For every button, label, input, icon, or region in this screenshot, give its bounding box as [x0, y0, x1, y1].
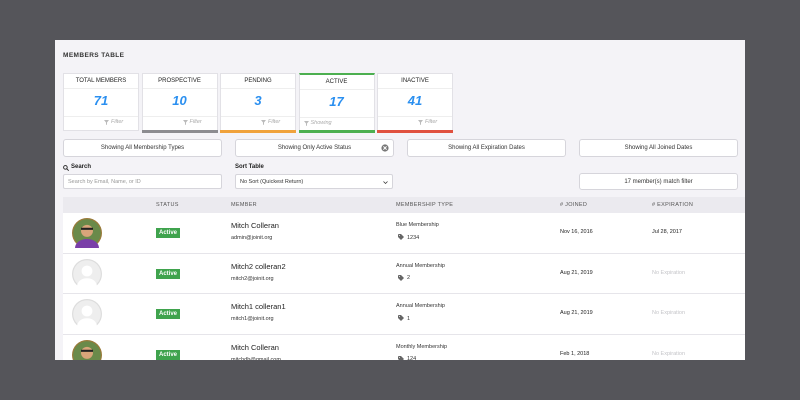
stat-card[interactable]: PENDING 3 Filter — [220, 73, 296, 133]
avatar — [72, 339, 102, 360]
tag-icon — [398, 355, 404, 360]
tag-icon — [398, 234, 404, 240]
member-name: Mitch1 colleran1 — [231, 302, 286, 311]
status-badge: Active — [156, 228, 181, 238]
joined-date: Feb 1, 2018 — [560, 350, 590, 357]
membership-tag: 2 — [407, 275, 411, 281]
filter-button[interactable]: Showing Only Active Status — [235, 139, 394, 157]
member-email: mitchdb@gmail.com — [231, 356, 281, 361]
card-footer-line — [299, 117, 374, 118]
avatar — [72, 218, 102, 248]
search-input[interactable]: Search by Email, Name, or ID — [63, 174, 222, 189]
member-email: mitch1@joinit.org — [231, 316, 274, 322]
card-footer-line — [378, 116, 452, 117]
card-footer: Filter — [418, 119, 437, 125]
joined-date: Aug 21, 2019 — [560, 310, 593, 316]
membership-type: Monthly Membership — [396, 343, 448, 350]
table-row: Active Mitch Colleran admin@joinit.org Blue… — [63, 213, 745, 254]
filter-icon — [418, 120, 423, 125]
table-row: Active Mitch2 colleran2 mitch2@joinit.org A… — [63, 253, 745, 294]
clear-icon — [381, 144, 389, 152]
avatar — [72, 258, 102, 289]
filter-icon — [104, 120, 109, 125]
column-header: STATUS — [156, 202, 179, 208]
card-value: 17 — [329, 94, 344, 109]
column-header: MEMBERSHIP TYPE — [396, 202, 454, 208]
status-badge: Active — [156, 309, 181, 319]
card-label: PROSPECTIVE — [142, 74, 217, 89]
sort-select[interactable]: No Sort (Quickest Return) — [235, 174, 393, 189]
joined-date: Nov 16, 2016 — [560, 229, 593, 235]
title: MEMBERS TABLE — [63, 52, 125, 59]
column-header: # JOINED — [560, 202, 588, 208]
expiration-date: No Expiration — [652, 310, 686, 316]
card-footer-line — [221, 116, 295, 117]
membership-tag: 1234 — [407, 234, 420, 241]
match-count: 17 member(s) match filter — [579, 173, 738, 190]
expiration-date: No Expiration — [652, 350, 686, 357]
sort-label: Sort Table — [235, 164, 264, 170]
table-row: Active Mitch Colleran mitchdb@gmail.com Mon… — [63, 334, 745, 361]
card-accent — [220, 130, 296, 133]
member-name: Mitch Colleran — [231, 221, 279, 230]
joined-date: Aug 21, 2019 — [560, 269, 593, 276]
card-footer-line — [142, 116, 217, 117]
membership-type: Annual Membership — [396, 303, 445, 309]
member-email: admin@joinit.org — [231, 235, 273, 241]
filter-button[interactable]: Showing All Membership Types — [63, 139, 222, 157]
tag-icon — [398, 274, 404, 281]
card-accent — [377, 130, 453, 133]
membership-type: Blue Membership — [396, 222, 439, 228]
member-name: Mitch2 colleran2 — [231, 261, 286, 271]
filter-icon — [261, 120, 266, 125]
filter-icon — [182, 120, 188, 125]
stat-card[interactable]: TOTAL MEMBERS 71 Filter — [63, 73, 139, 131]
chevron — [383, 181, 388, 185]
card-accent — [141, 130, 218, 133]
column-header: MEMBER — [231, 202, 257, 208]
card-label: TOTAL MEMBERS — [64, 74, 138, 89]
card-label: PENDING — [221, 74, 295, 89]
member-email: mitch2@joinit.org — [231, 275, 274, 282]
card-value: 71 — [93, 93, 109, 108]
expiration-date: No Expiration — [652, 269, 686, 276]
card-value: 3 — [254, 93, 262, 108]
member-name: Mitch Colleran — [231, 342, 279, 352]
status-badge: Active — [156, 349, 181, 360]
card-value: 10 — [172, 93, 187, 108]
card-value: 41 — [407, 93, 423, 108]
search-icon — [63, 164, 69, 171]
stat-card[interactable]: PROSPECTIVE 10 Filter — [141, 73, 218, 133]
card-footer-line — [64, 116, 138, 117]
avatar — [72, 299, 102, 329]
membership-tag: 124 — [407, 356, 417, 360]
filter-button[interactable]: Showing All Expiration Dates — [407, 139, 566, 157]
column-header: # EXPIRATION — [652, 202, 694, 208]
card-footer: Filter — [261, 119, 280, 125]
filter-icon — [303, 121, 309, 126]
membership-type: Annual Membership — [396, 262, 445, 269]
tag-icon — [398, 315, 404, 321]
status-badge: Active — [156, 268, 181, 279]
expiration-date: Jul 28, 2017 — [652, 229, 682, 235]
members-panel: MEMBERS TABLE TOTAL MEMBERS 71 Filter PROSPE… — [55, 40, 745, 360]
card-label: INACTIVE — [378, 74, 452, 89]
membership-tag: 1 — [407, 315, 411, 322]
table-header-bg — [63, 197, 745, 213]
stat-card[interactable]: ACTIVE 17 Showing — [298, 73, 375, 133]
card-footer: Showing — [303, 120, 332, 126]
card-label: ACTIVE — [299, 75, 374, 90]
filter-button[interactable]: Showing All Joined Dates — [579, 139, 738, 157]
table-row: Active Mitch1 colleran1 mitch1@joinit.org A… — [63, 294, 745, 335]
card-accent — [298, 130, 375, 133]
card-footer: Filter — [182, 119, 202, 125]
search-label: Search — [71, 164, 92, 170]
stat-card[interactable]: INACTIVE 41 Filter — [377, 73, 453, 133]
card-footer: Filter — [104, 119, 123, 125]
